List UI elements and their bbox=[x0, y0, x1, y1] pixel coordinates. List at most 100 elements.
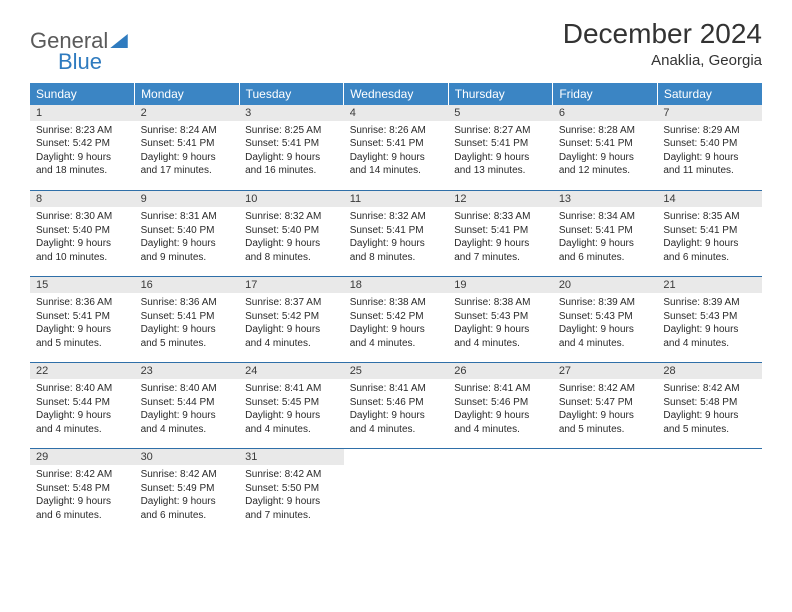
week-row: 1Sunrise: 8:23 AMSunset: 5:42 PMDaylight… bbox=[30, 105, 762, 191]
month-title: December 2024 bbox=[563, 18, 762, 50]
calendar-page: General December 2024 Anaklia, Georgia G… bbox=[0, 0, 792, 535]
day-cell: 16Sunrise: 8:36 AMSunset: 5:41 PMDayligh… bbox=[135, 277, 240, 363]
day-info: Sunrise: 8:41 AMSunset: 5:45 PMDaylight:… bbox=[239, 379, 344, 440]
day-info: Sunrise: 8:32 AMSunset: 5:41 PMDaylight:… bbox=[344, 207, 449, 268]
day-cell: 5Sunrise: 8:27 AMSunset: 5:41 PMDaylight… bbox=[448, 105, 553, 191]
day-cell: 12Sunrise: 8:33 AMSunset: 5:41 PMDayligh… bbox=[448, 191, 553, 277]
dow-wed: Wednesday bbox=[344, 83, 449, 105]
day-number: 14 bbox=[657, 191, 762, 207]
dow-fri: Friday bbox=[553, 83, 658, 105]
day-info: Sunrise: 8:39 AMSunset: 5:43 PMDaylight:… bbox=[553, 293, 658, 354]
day-number: 16 bbox=[135, 277, 240, 293]
day-number: 18 bbox=[344, 277, 449, 293]
day-number: 26 bbox=[448, 363, 553, 379]
day-number: 31 bbox=[239, 449, 344, 465]
week-row: 22Sunrise: 8:40 AMSunset: 5:44 PMDayligh… bbox=[30, 363, 762, 449]
calendar-table: Sunday Monday Tuesday Wednesday Thursday… bbox=[30, 83, 762, 535]
day-info: Sunrise: 8:42 AMSunset: 5:48 PMDaylight:… bbox=[657, 379, 762, 440]
day-cell: 15Sunrise: 8:36 AMSunset: 5:41 PMDayligh… bbox=[30, 277, 135, 363]
day-info: Sunrise: 8:25 AMSunset: 5:41 PMDaylight:… bbox=[239, 121, 344, 182]
day-number: 27 bbox=[553, 363, 658, 379]
day-number: 22 bbox=[30, 363, 135, 379]
day-info: Sunrise: 8:42 AMSunset: 5:47 PMDaylight:… bbox=[553, 379, 658, 440]
week-row: 29Sunrise: 8:42 AMSunset: 5:48 PMDayligh… bbox=[30, 449, 762, 535]
day-cell: 19Sunrise: 8:38 AMSunset: 5:43 PMDayligh… bbox=[448, 277, 553, 363]
day-info: Sunrise: 8:39 AMSunset: 5:43 PMDaylight:… bbox=[657, 293, 762, 354]
day-number: 4 bbox=[344, 105, 449, 121]
calendar-body: 1Sunrise: 8:23 AMSunset: 5:42 PMDaylight… bbox=[30, 105, 762, 535]
day-cell: 29Sunrise: 8:42 AMSunset: 5:48 PMDayligh… bbox=[30, 449, 135, 535]
dow-mon: Monday bbox=[135, 83, 240, 105]
day-number: 24 bbox=[239, 363, 344, 379]
day-number: 21 bbox=[657, 277, 762, 293]
day-info: Sunrise: 8:42 AMSunset: 5:49 PMDaylight:… bbox=[135, 465, 240, 526]
day-number: 6 bbox=[553, 105, 658, 121]
day-cell: 8Sunrise: 8:30 AMSunset: 5:40 PMDaylight… bbox=[30, 191, 135, 277]
day-number: 11 bbox=[344, 191, 449, 207]
day-cell: 18Sunrise: 8:38 AMSunset: 5:42 PMDayligh… bbox=[344, 277, 449, 363]
day-cell: 25Sunrise: 8:41 AMSunset: 5:46 PMDayligh… bbox=[344, 363, 449, 449]
day-number: 5 bbox=[448, 105, 553, 121]
day-cell: 9Sunrise: 8:31 AMSunset: 5:40 PMDaylight… bbox=[135, 191, 240, 277]
day-cell: 13Sunrise: 8:34 AMSunset: 5:41 PMDayligh… bbox=[553, 191, 658, 277]
day-cell: 4Sunrise: 8:26 AMSunset: 5:41 PMDaylight… bbox=[344, 105, 449, 191]
dow-sat: Saturday bbox=[657, 83, 762, 105]
day-info: Sunrise: 8:41 AMSunset: 5:46 PMDaylight:… bbox=[344, 379, 449, 440]
day-cell bbox=[344, 449, 449, 535]
day-cell: 17Sunrise: 8:37 AMSunset: 5:42 PMDayligh… bbox=[239, 277, 344, 363]
day-cell bbox=[448, 449, 553, 535]
day-number: 29 bbox=[30, 449, 135, 465]
day-cell: 27Sunrise: 8:42 AMSunset: 5:47 PMDayligh… bbox=[553, 363, 658, 449]
day-number: 25 bbox=[344, 363, 449, 379]
day-info: Sunrise: 8:38 AMSunset: 5:43 PMDaylight:… bbox=[448, 293, 553, 354]
day-number: 17 bbox=[239, 277, 344, 293]
day-info: Sunrise: 8:32 AMSunset: 5:40 PMDaylight:… bbox=[239, 207, 344, 268]
day-number: 19 bbox=[448, 277, 553, 293]
location: Anaklia, Georgia bbox=[563, 52, 762, 69]
dow-thu: Thursday bbox=[448, 83, 553, 105]
day-info: Sunrise: 8:37 AMSunset: 5:42 PMDaylight:… bbox=[239, 293, 344, 354]
day-number: 28 bbox=[657, 363, 762, 379]
day-cell: 10Sunrise: 8:32 AMSunset: 5:40 PMDayligh… bbox=[239, 191, 344, 277]
title-block: December 2024 Anaklia, Georgia bbox=[563, 18, 762, 69]
day-cell bbox=[553, 449, 658, 535]
day-number: 12 bbox=[448, 191, 553, 207]
day-info: Sunrise: 8:28 AMSunset: 5:41 PMDaylight:… bbox=[553, 121, 658, 182]
day-cell bbox=[657, 449, 762, 535]
logo-triangle-icon bbox=[110, 34, 128, 48]
day-cell: 23Sunrise: 8:40 AMSunset: 5:44 PMDayligh… bbox=[135, 363, 240, 449]
day-cell: 6Sunrise: 8:28 AMSunset: 5:41 PMDaylight… bbox=[553, 105, 658, 191]
day-number: 7 bbox=[657, 105, 762, 121]
day-cell: 7Sunrise: 8:29 AMSunset: 5:40 PMDaylight… bbox=[657, 105, 762, 191]
day-number: 15 bbox=[30, 277, 135, 293]
day-number: 23 bbox=[135, 363, 240, 379]
day-info: Sunrise: 8:42 AMSunset: 5:48 PMDaylight:… bbox=[30, 465, 135, 526]
day-cell: 26Sunrise: 8:41 AMSunset: 5:46 PMDayligh… bbox=[448, 363, 553, 449]
day-number: 3 bbox=[239, 105, 344, 121]
day-info: Sunrise: 8:26 AMSunset: 5:41 PMDaylight:… bbox=[344, 121, 449, 182]
day-info: Sunrise: 8:41 AMSunset: 5:46 PMDaylight:… bbox=[448, 379, 553, 440]
week-row: 15Sunrise: 8:36 AMSunset: 5:41 PMDayligh… bbox=[30, 277, 762, 363]
day-cell: 2Sunrise: 8:24 AMSunset: 5:41 PMDaylight… bbox=[135, 105, 240, 191]
day-info: Sunrise: 8:33 AMSunset: 5:41 PMDaylight:… bbox=[448, 207, 553, 268]
day-info: Sunrise: 8:36 AMSunset: 5:41 PMDaylight:… bbox=[135, 293, 240, 354]
day-cell: 31Sunrise: 8:42 AMSunset: 5:50 PMDayligh… bbox=[239, 449, 344, 535]
day-cell: 30Sunrise: 8:42 AMSunset: 5:49 PMDayligh… bbox=[135, 449, 240, 535]
day-cell: 24Sunrise: 8:41 AMSunset: 5:45 PMDayligh… bbox=[239, 363, 344, 449]
day-info: Sunrise: 8:23 AMSunset: 5:42 PMDaylight:… bbox=[30, 121, 135, 182]
day-number: 20 bbox=[553, 277, 658, 293]
day-info: Sunrise: 8:36 AMSunset: 5:41 PMDaylight:… bbox=[30, 293, 135, 354]
day-cell: 1Sunrise: 8:23 AMSunset: 5:42 PMDaylight… bbox=[30, 105, 135, 191]
day-number: 30 bbox=[135, 449, 240, 465]
day-cell: 11Sunrise: 8:32 AMSunset: 5:41 PMDayligh… bbox=[344, 191, 449, 277]
dow-sun: Sunday bbox=[30, 83, 135, 105]
day-info: Sunrise: 8:35 AMSunset: 5:41 PMDaylight:… bbox=[657, 207, 762, 268]
dow-row: Sunday Monday Tuesday Wednesday Thursday… bbox=[30, 83, 762, 105]
day-cell: 22Sunrise: 8:40 AMSunset: 5:44 PMDayligh… bbox=[30, 363, 135, 449]
day-number: 10 bbox=[239, 191, 344, 207]
week-row: 8Sunrise: 8:30 AMSunset: 5:40 PMDaylight… bbox=[30, 191, 762, 277]
day-cell: 21Sunrise: 8:39 AMSunset: 5:43 PMDayligh… bbox=[657, 277, 762, 363]
day-info: Sunrise: 8:38 AMSunset: 5:42 PMDaylight:… bbox=[344, 293, 449, 354]
day-info: Sunrise: 8:31 AMSunset: 5:40 PMDaylight:… bbox=[135, 207, 240, 268]
day-number: 2 bbox=[135, 105, 240, 121]
